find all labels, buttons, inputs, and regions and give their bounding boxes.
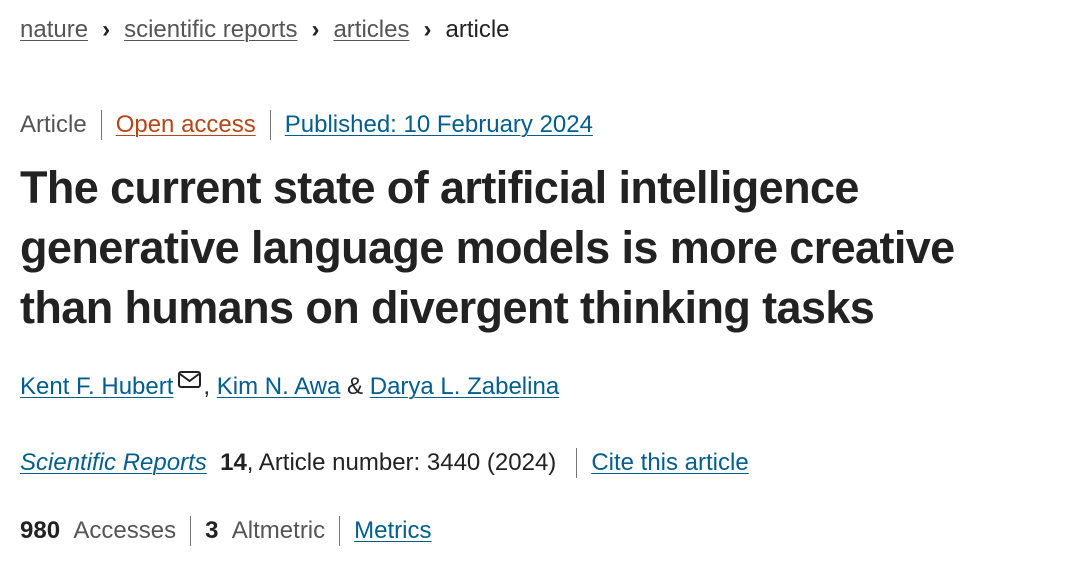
author-link[interactable]: Kent F. Hubert bbox=[20, 373, 174, 400]
article-meta: Article Open access Published: 10 Februa… bbox=[20, 110, 593, 140]
author-link[interactable]: Darya L. Zabelina bbox=[369, 373, 560, 400]
breadcrumb-link[interactable]: articles bbox=[333, 16, 410, 43]
breadcrumb-current: article bbox=[445, 16, 510, 43]
altmetric-count: 3 bbox=[205, 517, 219, 544]
metrics: 980 Accesses 3 Altmetric Metrics bbox=[20, 516, 431, 546]
citation: Scientific Reports 14 , Article number: … bbox=[20, 448, 749, 478]
title-line: generative language models is more creat… bbox=[20, 222, 955, 273]
altmetric-label: Altmetric bbox=[231, 517, 326, 544]
citation-details: , Article number: 3440 (2024) bbox=[246, 449, 557, 476]
author-separator: & bbox=[347, 373, 364, 400]
article-title: The current state of artificial intellig… bbox=[20, 158, 955, 338]
open-access[interactable]: Open access bbox=[115, 111, 256, 138]
cite-link[interactable]: Cite this article bbox=[591, 449, 749, 476]
accesses-count: 980 bbox=[20, 517, 61, 544]
authors: Kent F. Hubert , Kim N. Awa & Darya L. Z… bbox=[20, 371, 560, 401]
breadcrumb-link[interactable]: scientific reports bbox=[124, 16, 298, 43]
author-link[interactable]: Kim N. Awa bbox=[216, 373, 341, 400]
journal-link[interactable]: Scientific Reports bbox=[20, 449, 207, 476]
accesses-label: Accesses bbox=[73, 517, 177, 544]
email-icon[interactable] bbox=[177, 369, 203, 391]
author-separator: , bbox=[203, 373, 211, 400]
breadcrumb: nature › scientific reports › articles › ar… bbox=[20, 16, 510, 43]
title-line: The current state of artificial intellig… bbox=[20, 162, 859, 213]
breadcrumb-link[interactable]: nature bbox=[20, 16, 89, 43]
title-line: than humans on divergent thinking tasks bbox=[20, 282, 875, 333]
article-type: Article bbox=[20, 111, 87, 138]
volume: 14 bbox=[220, 449, 247, 476]
published-date[interactable]: Published: 10 February 2024 bbox=[284, 111, 593, 138]
metrics-link[interactable]: Metrics bbox=[354, 517, 432, 544]
